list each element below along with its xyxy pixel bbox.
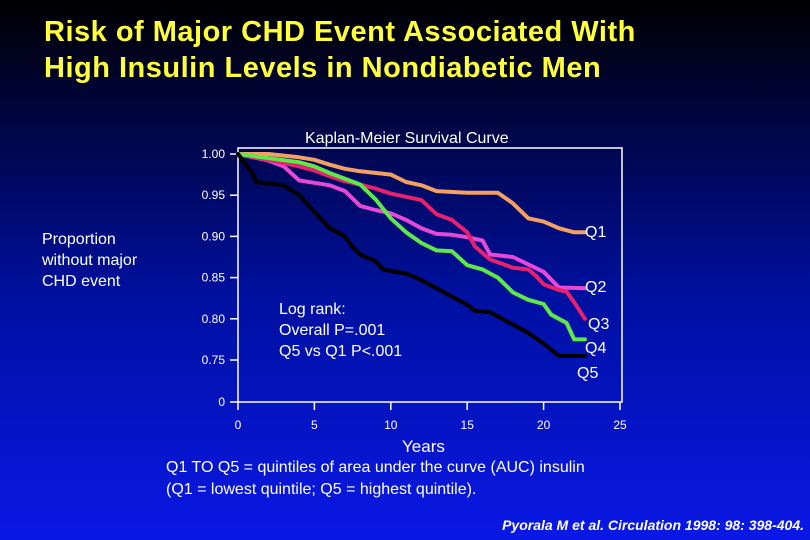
series-label-q1: Q1 bbox=[585, 224, 606, 241]
y-tick-label: 0 bbox=[218, 395, 225, 409]
series-line-q3 bbox=[236, 152, 587, 321]
x-tick-label: 10 bbox=[384, 418, 398, 432]
series-label-q4: Q4 bbox=[585, 340, 606, 357]
x-tick-label: 0 bbox=[235, 418, 242, 432]
y-tick-label: 0.75 bbox=[202, 353, 226, 367]
x-tick-label: 25 bbox=[613, 418, 627, 432]
y-tick-label: 0.95 bbox=[202, 188, 226, 202]
y-tick-label: 1.00 bbox=[202, 147, 226, 161]
y-axis-label: Proportion without major CHD event bbox=[42, 229, 137, 292]
x-tick-label: 15 bbox=[461, 418, 475, 432]
series-line-q5 bbox=[236, 152, 587, 358]
annotation-line: Overall P=.001 bbox=[279, 322, 386, 339]
footnote-line-2: (Q1 = lowest quintile; Q5 = highest quin… bbox=[166, 481, 477, 498]
y-axis-label-line: CHD event bbox=[42, 273, 121, 290]
series-line-q4 bbox=[236, 152, 587, 342]
y-tick-label: 0.85 bbox=[202, 271, 226, 285]
title-line-1: Risk of Major CHD Event Associated With bbox=[44, 16, 636, 48]
series-label-q3: Q3 bbox=[588, 316, 609, 333]
title-line-2: High Insulin Levels in Nondiabetic Men bbox=[44, 52, 602, 84]
footnote-line-1: Q1 TO Q5 = quintiles of area under the c… bbox=[166, 459, 585, 476]
slide-title: Risk of Major CHD Event Associated With … bbox=[44, 14, 636, 86]
y-axis-label-line: Proportion bbox=[42, 231, 116, 248]
series-label-q5: Q5 bbox=[577, 365, 598, 382]
plot-frame bbox=[237, 147, 623, 403]
citation: Pyorala M et al. Circulation 1998: 98: 3… bbox=[502, 517, 804, 533]
y-axis-label-line: without major bbox=[42, 252, 138, 269]
log-rank-annotation: Log rank: Overall P=.001 Q5 vs Q1 P<.001 bbox=[279, 299, 402, 362]
series-line-q2 bbox=[236, 152, 587, 291]
y-tick-label: 0.90 bbox=[202, 229, 226, 243]
chart-title: Kaplan-Meier Survival Curve bbox=[305, 130, 509, 147]
y-tick-label: 0.80 bbox=[202, 312, 226, 326]
annotation-line: Q5 vs Q1 P<.001 bbox=[279, 343, 403, 360]
series-line-q1 bbox=[236, 152, 587, 235]
x-tick-label: 5 bbox=[311, 418, 318, 432]
x-axis-label: Years bbox=[402, 437, 445, 456]
series-label-q2: Q2 bbox=[585, 279, 606, 296]
x-tick-label: 20 bbox=[537, 418, 551, 432]
annotation-line: Log rank: bbox=[279, 301, 346, 318]
